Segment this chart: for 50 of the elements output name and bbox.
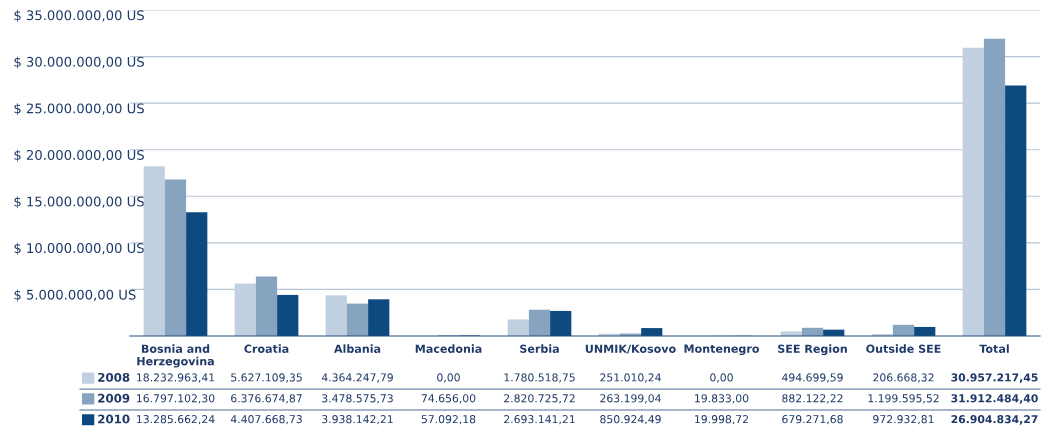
data-label: 26.904.834,27 <box>951 415 1038 425</box>
data-label: 679.271,68 <box>782 415 843 425</box>
data-label: 0,00 <box>710 373 733 383</box>
x-tick-label: Albania <box>334 344 381 353</box>
y-tick-label: $ 30.000.000,00 US <box>14 56 144 69</box>
legend-label: 2010 <box>98 414 130 424</box>
legend-label: 2008 <box>98 372 130 382</box>
data-label: 74.656,00 <box>421 394 476 404</box>
data-label: 4.364.247,79 <box>321 373 393 383</box>
data-label: 2.820.725,72 <box>504 394 575 404</box>
data-label: 494.699,59 <box>782 373 843 383</box>
data-label: 0,00 <box>437 373 460 383</box>
y-tick-label: $ 35.000.000,00 US <box>14 10 144 22</box>
x-tick-label: Total <box>979 344 1009 353</box>
data-label: 972.932,81 <box>873 415 934 425</box>
x-tick-label: Macedonia <box>415 344 482 353</box>
legend-label: 2009 <box>98 393 130 403</box>
x-tick-label: Outside SEE <box>866 344 941 353</box>
data-label: 251.010,24 <box>600 373 661 383</box>
data-label: 850.924,49 <box>600 415 661 425</box>
data-label: 3.478.575,73 <box>322 394 393 404</box>
data-label: 57.092,18 <box>421 415 476 425</box>
y-tick-label: $ 10.000.000,00 US <box>14 242 144 255</box>
y-tick-label: $ 20.000.000,00 US <box>14 149 144 162</box>
data-label: 206.668,32 <box>873 373 934 383</box>
x-tick-label: Bosnia and Herzegovina <box>137 344 214 368</box>
x-tick-label: SEE Region <box>778 344 847 356</box>
data-label: 1.780.518,75 <box>504 373 575 383</box>
data-label: 3.938.142,21 <box>322 415 393 425</box>
y-tick-label: $ 15.000.000,00 US <box>14 196 144 209</box>
data-label: 1.199.595,52 <box>868 394 939 404</box>
data-label: 18.232.963,41 <box>137 373 215 383</box>
data-label: 30.957.217,45 <box>951 373 1038 383</box>
x-tick-label: Croatia <box>244 344 289 353</box>
x-tick-label: Serbia <box>520 344 559 353</box>
data-label: 882.122,22 <box>782 394 843 404</box>
data-label: 4.407.668,73 <box>230 415 302 425</box>
data-label: 5.627.109,35 <box>231 373 302 383</box>
y-tick-label: $ 25.000.000,00 US <box>14 103 144 116</box>
data-label: 2.693.141,21 <box>504 415 575 425</box>
data-label: 13.285.662,24 <box>137 415 215 425</box>
data-label: 16.797.102,30 <box>137 394 215 404</box>
data-label: 31.912.484,40 <box>951 394 1038 404</box>
data-label: 19.998,72 <box>695 415 748 425</box>
data-label: 263.199,04 <box>600 394 661 404</box>
data-label: 19.833,00 <box>695 394 749 404</box>
y-tick-label: $ 5.000.000,00 US <box>14 289 136 302</box>
x-tick-label: UNMIK/Kosovo <box>585 344 676 354</box>
data-label: 6.376.674,87 <box>231 394 302 404</box>
x-tick-label: Montenegro <box>684 344 759 356</box>
